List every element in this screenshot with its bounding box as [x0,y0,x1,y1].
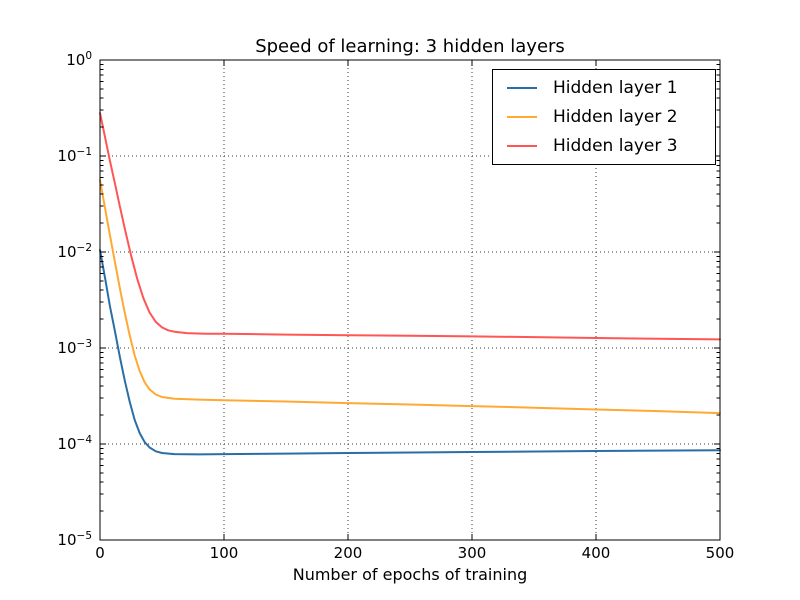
legend: Hidden layer 1 Hidden layer 2 Hidden layer… [492,69,716,165]
y-tick-label: 10−5 [57,530,92,549]
y-tick-label: 10−2 [57,242,92,261]
y-tick-label: 10−3 [57,338,92,357]
y-tick-label: 10−1 [57,146,92,165]
legend-item: Hidden layer 3 [499,132,709,161]
series-line-hidden-layer-1 [99,249,721,456]
y-tick-label: 100 [66,50,92,69]
x-tick-label: 300 [457,544,487,562]
x-tick-label: 100 [209,544,239,562]
x-tick-label: 500 [705,544,735,562]
x-tick-label: 400 [581,544,611,562]
legend-line-sample [507,115,537,118]
legend-item-label: Hidden layer 2 [553,106,678,127]
x-tick-label: 0 [95,544,105,562]
series-line-hidden-layer-2 [99,179,721,415]
y-tick-label: 10−4 [57,434,92,453]
x-axis-label: Number of epochs of training [292,565,528,584]
plot-border [99,59,721,541]
legend-item-label: Hidden layer 3 [553,136,678,157]
chart-title: Speed of learning: 3 hidden layers [255,36,565,57]
x-tick-label: 200 [333,544,363,562]
legend-item: Hidden layer 1 [499,73,709,102]
series-line-hidden-layer-3 [99,112,721,341]
legend-line-sample [507,145,537,148]
legend-item-label: Hidden layer 1 [553,77,678,98]
legend-line-sample [507,86,537,89]
legend-item: Hidden layer 2 [499,102,709,131]
